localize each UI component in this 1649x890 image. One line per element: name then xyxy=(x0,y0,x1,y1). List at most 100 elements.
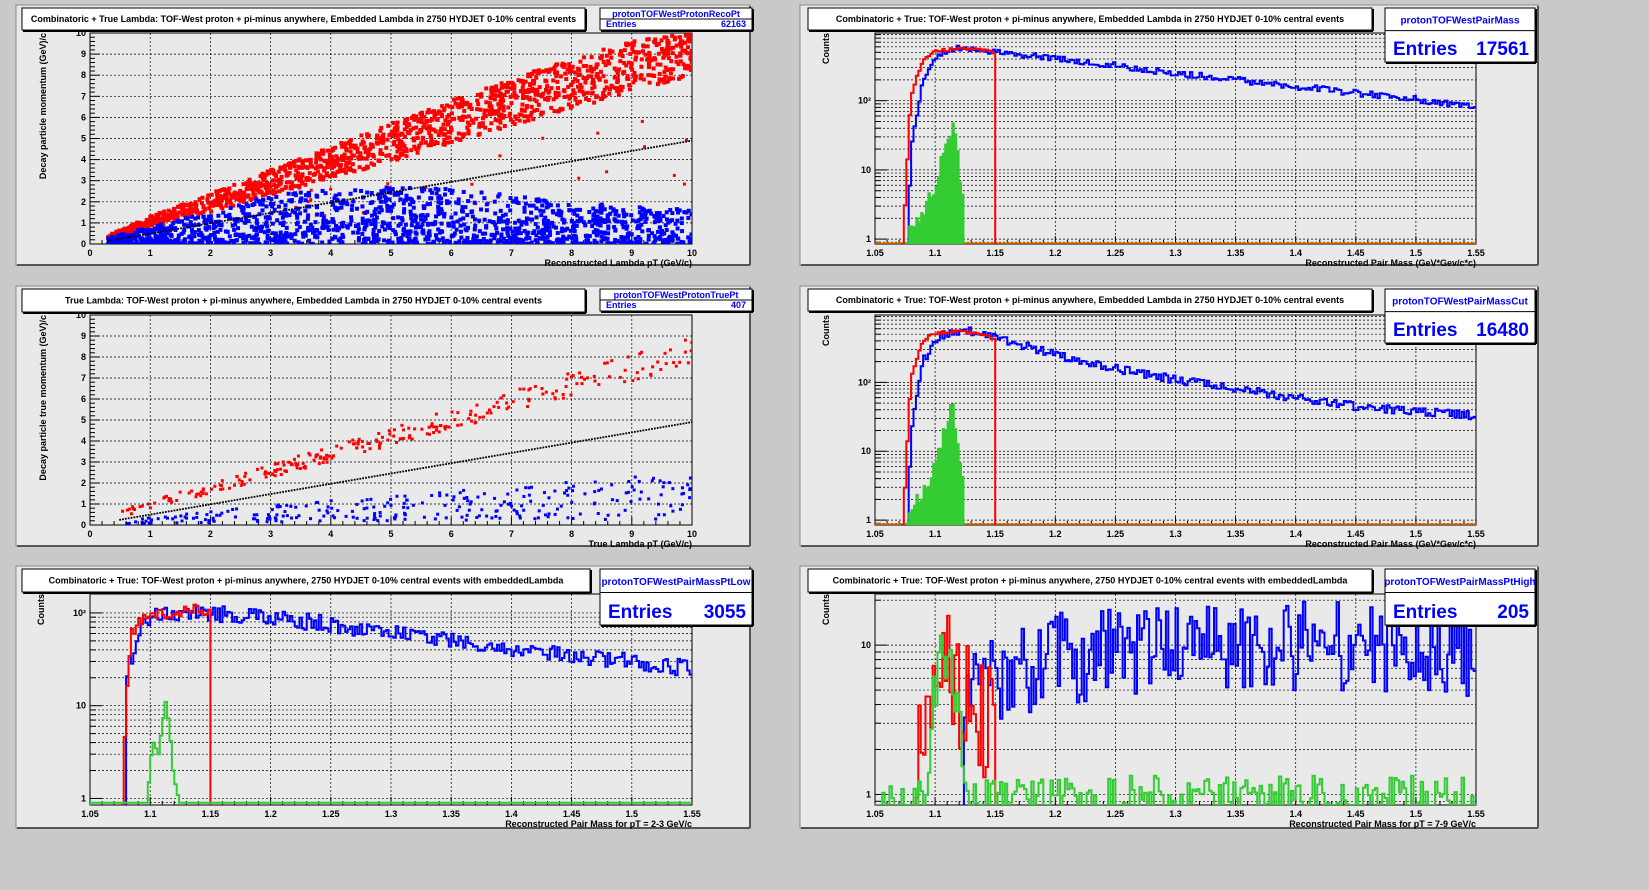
scatter-point xyxy=(475,241,480,244)
scatter-point xyxy=(372,217,377,222)
scatter-point xyxy=(339,221,344,226)
scatter-point xyxy=(571,484,575,488)
scatter-point xyxy=(166,216,171,221)
scatter-point xyxy=(339,154,344,159)
scatter-point xyxy=(402,127,407,132)
scatter-point xyxy=(323,191,328,196)
x-axis-label: Reconstructed Pair Mass for pT = 7-9 GeV… xyxy=(1289,819,1476,829)
scatter-point xyxy=(582,439,585,442)
scatter-point xyxy=(266,228,271,233)
scatter-point xyxy=(158,241,163,244)
scatter-point xyxy=(552,109,557,114)
scatter-point xyxy=(278,181,283,186)
scatter-point xyxy=(446,222,451,227)
scatter-point xyxy=(544,200,549,205)
stats-name: protonTOFWestPairMassPtLow xyxy=(601,577,750,588)
scatter-point xyxy=(331,202,336,207)
scatter-point xyxy=(639,429,642,432)
scatter-point xyxy=(434,236,439,241)
scatter-point xyxy=(641,49,646,54)
scatter-point xyxy=(287,460,291,464)
scatter-point xyxy=(425,432,429,436)
scatter-point xyxy=(583,223,588,228)
scatter-point xyxy=(396,215,401,220)
scatter-point xyxy=(523,220,528,225)
scatter-point xyxy=(297,185,302,190)
scatter-point xyxy=(400,218,405,223)
scatter-point xyxy=(561,236,566,241)
scatter-point xyxy=(479,207,484,212)
scatter-point xyxy=(607,241,612,244)
scatter-point xyxy=(378,193,381,196)
scatter-point xyxy=(125,508,129,512)
scatter-point xyxy=(454,136,459,141)
scatter-point xyxy=(391,202,396,207)
scatter-point xyxy=(649,373,653,377)
scatter-point xyxy=(290,516,294,520)
scatter-point xyxy=(658,145,661,148)
scatter-point xyxy=(471,120,476,125)
scatter-point xyxy=(535,89,540,94)
scatter-point xyxy=(541,69,546,74)
scatter-point xyxy=(536,516,540,520)
scatter-point xyxy=(529,499,533,503)
scatter-point xyxy=(438,201,443,206)
scatter-point xyxy=(624,226,629,231)
scatter-point xyxy=(493,454,496,457)
scatter-point xyxy=(539,213,544,218)
scatter-point xyxy=(564,77,569,82)
scatter-point xyxy=(529,104,534,109)
scatter-point xyxy=(410,219,415,224)
scatter-point xyxy=(396,236,401,241)
scatter-point xyxy=(635,371,639,375)
scatter-point xyxy=(344,160,349,165)
scatter-point xyxy=(507,171,509,174)
scatter-point xyxy=(202,236,207,241)
scatter-point xyxy=(456,131,461,136)
scatter-point xyxy=(589,67,594,72)
scatter-point xyxy=(465,496,469,500)
scatter-point xyxy=(189,236,194,241)
scatter-point xyxy=(442,211,447,216)
scatter-point xyxy=(308,162,313,167)
scatter-point xyxy=(623,151,626,154)
scatter-point xyxy=(266,196,271,201)
scatter-point xyxy=(386,501,390,505)
scatter-point xyxy=(592,84,597,89)
scatter-point xyxy=(392,127,397,132)
scatter-point xyxy=(437,194,442,199)
scatter-point xyxy=(130,516,133,519)
scatter-point xyxy=(515,488,519,492)
scatter-point xyxy=(249,224,254,229)
scatter-point xyxy=(479,122,484,127)
scatter-point xyxy=(637,479,641,483)
scatter-point xyxy=(661,144,664,147)
scatter-point xyxy=(534,215,539,220)
scatter-point xyxy=(315,194,320,199)
scatter-point xyxy=(467,508,471,512)
scatter-point xyxy=(525,233,530,238)
scatter-point xyxy=(493,496,497,500)
scatter-point xyxy=(344,148,349,153)
scatter-point xyxy=(590,224,595,229)
scatter-point xyxy=(348,144,353,149)
scatter-point xyxy=(528,81,533,86)
scatter-point xyxy=(139,515,142,518)
scatter-point xyxy=(429,117,434,122)
x-axis-label: Reconstructed Pair Mass (GeV*Gev/c*c) xyxy=(1305,539,1476,549)
scatter-point xyxy=(293,232,298,237)
scatter-point xyxy=(624,491,628,495)
scatter-point xyxy=(476,457,479,460)
scatter-point xyxy=(658,218,663,223)
scatter-point xyxy=(374,233,379,238)
scatter-point xyxy=(209,487,213,491)
scatter-point xyxy=(176,219,181,224)
scatter-point xyxy=(632,39,637,44)
scatter-point xyxy=(249,235,254,240)
scatter-point xyxy=(373,222,378,227)
scatter-point xyxy=(542,491,546,495)
scatter-point xyxy=(559,443,562,446)
scatter-point xyxy=(389,497,393,501)
scatter-point xyxy=(439,112,444,117)
scatter-point xyxy=(328,174,333,179)
